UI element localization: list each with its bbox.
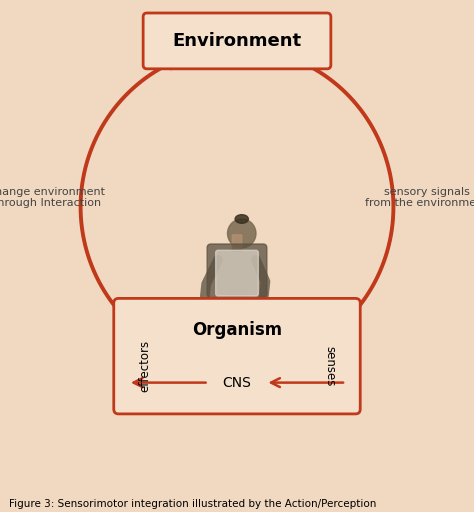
Ellipse shape xyxy=(235,215,248,223)
Text: CNS: CNS xyxy=(223,376,251,390)
Text: senses: senses xyxy=(323,346,336,386)
Text: Organism: Organism xyxy=(192,321,282,338)
FancyBboxPatch shape xyxy=(114,298,360,414)
FancyBboxPatch shape xyxy=(143,13,331,69)
FancyBboxPatch shape xyxy=(207,244,267,297)
Text: effectors: effectors xyxy=(138,339,151,392)
Circle shape xyxy=(228,219,256,248)
Text: sensory signals
from the environment: sensory signals from the environment xyxy=(365,186,474,208)
Text: Environment: Environment xyxy=(173,32,301,50)
Text: Figure 3: Sensorimotor integration illustrated by the Action/Perception: Figure 3: Sensorimotor integration illus… xyxy=(9,499,377,509)
FancyBboxPatch shape xyxy=(232,235,242,251)
Text: change environment
through Interaction: change environment through Interaction xyxy=(0,186,105,208)
FancyBboxPatch shape xyxy=(216,250,258,296)
